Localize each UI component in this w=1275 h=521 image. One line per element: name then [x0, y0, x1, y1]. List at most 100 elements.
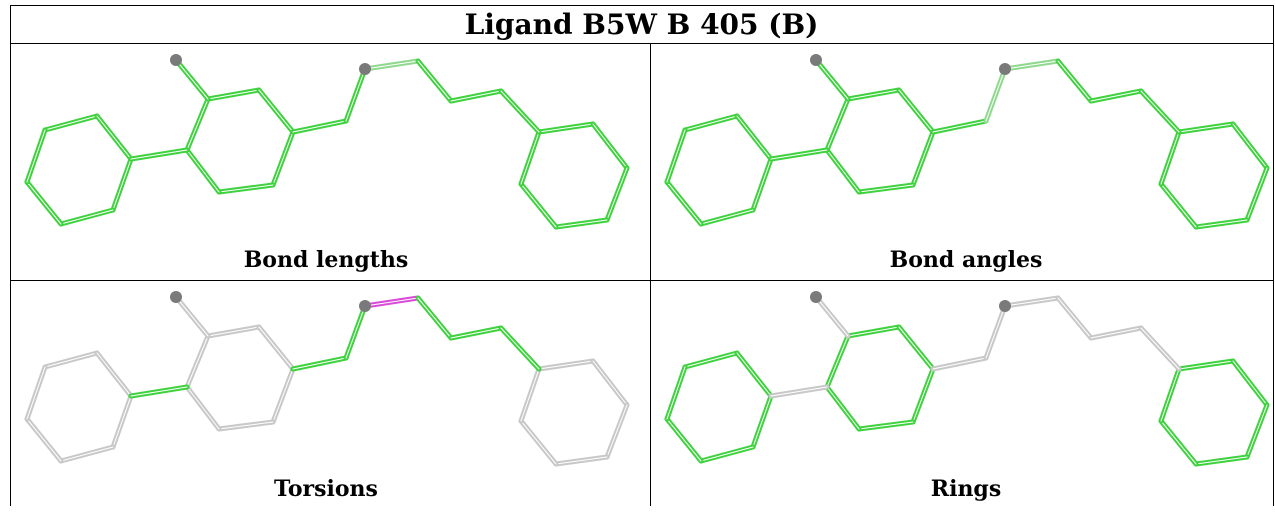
bond-highlight-ringR-3	[555, 219, 608, 228]
atom-sphere-0	[170, 291, 182, 303]
bond-highlight-ringC-5	[826, 98, 849, 151]
bond-highlight-linker1-0	[292, 357, 347, 370]
molecule-bond-angles	[664, 54, 1270, 230]
bond-highlight-methyl-0	[175, 59, 209, 100]
bond-highlight-ringR-4	[520, 420, 557, 465]
bond-highlight-ringC-3	[218, 421, 274, 430]
caption-bond-lengths: Bond lengths	[243, 247, 409, 273]
bond-highlight-ringL-5	[26, 366, 46, 420]
caption-torsions: Torsions	[274, 476, 378, 502]
figure-frame: Ligand B5W B 405 (B) Bond lengths Bond a…	[10, 5, 1275, 506]
panel-rings: Rings	[651, 281, 1275, 521]
bond-highlight-linker3-0	[364, 60, 419, 70]
bond-highlight-chain-0	[417, 60, 452, 102]
bond-highlight-ringC-4	[186, 386, 220, 430]
bond-highlight-chain-1	[1090, 327, 1142, 339]
bond-highlight-ringR-3	[1195, 456, 1248, 465]
bond-highlight-ringL-1	[96, 352, 132, 397]
table-border-right	[1273, 5, 1274, 506]
bond-highlight-ringC-3	[858, 184, 914, 193]
bond-highlight-ringL-0	[684, 352, 738, 368]
bond-highlight-ringL-0	[44, 352, 98, 368]
bond-highlight-chain-0	[1057, 297, 1092, 339]
bond-highlight-ringR-2	[1246, 404, 1268, 458]
bond-highlight-linker1-0	[932, 357, 987, 370]
bond-highlight-ringC-0	[847, 326, 900, 337]
bond-highlight-linker3-0	[364, 297, 419, 307]
bond-highlight-ringR-4	[1160, 183, 1197, 228]
bond-highlight-linker3-0	[1004, 297, 1059, 307]
atom-sphere-0	[810, 291, 822, 303]
panel-torsions: Torsions	[11, 281, 641, 521]
bond-highlight-ringC-5	[186, 98, 209, 151]
bond-highlight-ringR-1	[592, 360, 628, 406]
table-border-center	[650, 44, 651, 506]
bond-highlight-chain-1	[450, 327, 502, 339]
bond-highlight-linker2-0	[345, 68, 366, 122]
bond-highlight-linker1-0	[292, 120, 347, 133]
bond-highlight-ringR-1	[592, 123, 628, 169]
bond-highlight-ringC-2	[272, 131, 294, 186]
bond-highlight-ringR-4	[520, 183, 557, 228]
bond-highlight-ringC-4	[826, 386, 860, 430]
bond-highlight-chain-0	[1057, 60, 1092, 102]
bond-highlight-ringL-4	[26, 181, 62, 225]
bond-highlight-ringC-2	[912, 131, 934, 186]
bond-highlight-ringC-0	[207, 326, 260, 337]
bond-highlight-biaryl-0	[770, 149, 828, 160]
molecule-rings	[664, 291, 1270, 467]
table-border-left	[10, 5, 11, 506]
bond-highlight-ringL-5	[666, 129, 686, 183]
bond-highlight-ringL-0	[684, 115, 738, 131]
bond-highlight-ringL-1	[96, 115, 132, 160]
bond-highlight-ringR-5	[520, 131, 540, 185]
bond-highlight-linker2-0	[985, 68, 1006, 122]
bond-highlight-ringL-4	[26, 418, 62, 462]
bond-highlight-ringL-3	[60, 209, 114, 225]
caption-bond-angles: Bond angles	[889, 247, 1043, 273]
bond-highlight-methyl-0	[815, 59, 849, 100]
bond-highlight-linker3-0	[1004, 60, 1059, 70]
bond-highlight-chain-2	[1140, 327, 1180, 370]
bond-highlight-ringL-5	[26, 129, 46, 183]
bond-highlight-ringR-2	[1246, 167, 1268, 221]
bond-highlight-ringR-3	[555, 456, 608, 465]
bond-highlight-ringR-3	[1195, 219, 1248, 228]
table-border-top	[10, 5, 1273, 6]
bond-highlight-ringL-4	[666, 418, 702, 462]
bond-highlight-ringL-1	[736, 115, 772, 160]
bond-highlight-ringL-4	[666, 181, 702, 225]
bond-highlight-ringC-2	[272, 368, 294, 423]
bond-highlight-chain-2	[500, 90, 540, 133]
bond-highlight-biaryl-0	[130, 386, 188, 397]
bond-highlight-ringL-2	[112, 395, 132, 448]
bond-highlight-chain-1	[1090, 90, 1142, 102]
bond-highlight-ringR-0	[1178, 360, 1234, 370]
bond-highlight-ringL-2	[752, 158, 772, 211]
bond-highlight-biaryl-0	[130, 149, 188, 160]
bond-highlight-ringR-1	[1232, 360, 1268, 406]
bond-highlight-ringC-5	[186, 335, 209, 388]
bond-highlight-ringL-3	[60, 446, 114, 462]
bond-highlight-ringR-1	[1232, 123, 1268, 169]
bond-highlight-ringR-5	[1160, 131, 1180, 185]
atom-sphere-1	[999, 300, 1011, 312]
panel-bond-angles: Bond angles	[651, 44, 1275, 284]
panel-bond-lengths: Bond lengths	[11, 44, 641, 284]
bond-highlight-biaryl-0	[770, 386, 828, 397]
molecule-torsions	[24, 291, 630, 467]
bond-highlight-ringL-3	[700, 446, 754, 462]
bond-highlight-ringC-1	[258, 89, 294, 133]
bond-highlight-ringR-0	[538, 360, 594, 370]
atom-sphere-0	[170, 54, 182, 66]
bond-highlight-ringR-2	[606, 404, 628, 458]
bond-highlight-ringR-0	[1178, 123, 1234, 133]
bond-highlight-chain-1	[450, 90, 502, 102]
bond-highlight-ringR-5	[520, 368, 540, 422]
bond-highlight-ringL-0	[44, 115, 98, 131]
bond-highlight-ringC-1	[898, 326, 934, 370]
table-border-title	[10, 43, 1273, 44]
bond-highlight-ringR-5	[1160, 368, 1180, 422]
caption-rings: Rings	[930, 476, 1002, 502]
bond-highlight-ringR-0	[538, 123, 594, 133]
